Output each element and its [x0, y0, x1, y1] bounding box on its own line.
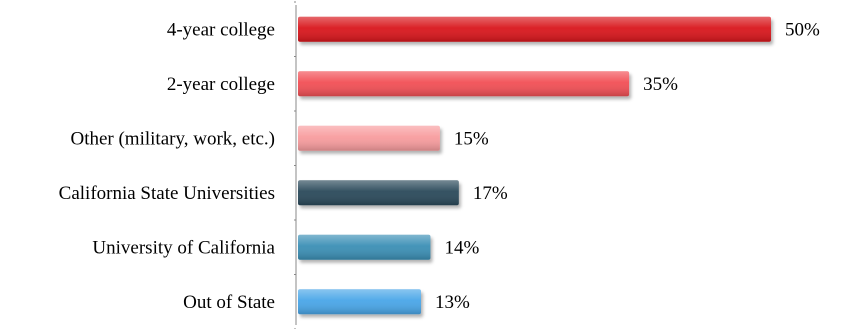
- category-label: University of California: [92, 237, 275, 258]
- category-label: 4-year college: [167, 19, 275, 40]
- value-label: 14%: [444, 237, 479, 258]
- value-label: 35%: [643, 74, 678, 95]
- value-label: 15%: [454, 128, 489, 149]
- bar-gloss: [298, 180, 459, 206]
- value-label: 17%: [473, 183, 508, 204]
- bar-gloss: [298, 289, 421, 315]
- bar-group: [298, 16, 771, 315]
- bar-gloss: [298, 71, 630, 97]
- value-label: 13%: [435, 292, 470, 313]
- category-label: Other (military, work, etc.): [70, 128, 275, 149]
- value-label: 50%: [785, 19, 820, 40]
- bar-gloss: [298, 16, 771, 42]
- category-label-group: 4-year college 2-year college Other (milit…: [59, 19, 276, 313]
- y-axis-ticks: [294, 1, 296, 329]
- value-label-group: 50% 35% 15% 17% 14% 13%: [435, 19, 820, 313]
- bar-gloss: [298, 234, 431, 260]
- category-label: California State Universities: [59, 183, 275, 204]
- category-label: Out of State: [183, 292, 275, 313]
- bar-gloss: [298, 125, 440, 151]
- category-label: 2-year college: [167, 74, 275, 95]
